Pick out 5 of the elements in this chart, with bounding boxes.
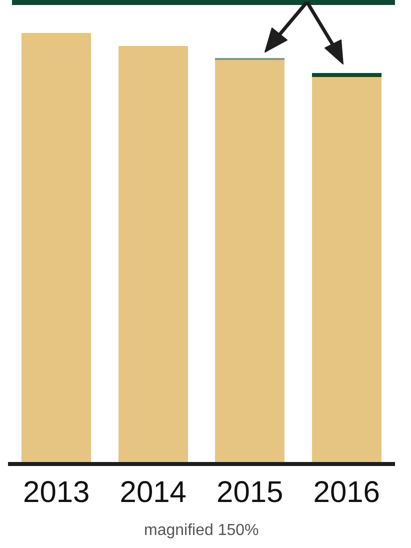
x-tick-label: 2016 bbox=[313, 476, 380, 509]
text: magnified 150% bbox=[144, 522, 259, 539]
x-tick-label: 2015 bbox=[216, 476, 284, 509]
x-tick-label: 2013 bbox=[23, 476, 90, 509]
x-tick-label: 2014 bbox=[120, 476, 187, 509]
